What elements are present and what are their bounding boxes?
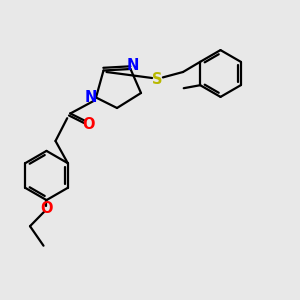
Text: N: N [126,58,139,74]
Text: O: O [82,117,95,132]
Text: N: N [84,90,97,105]
Text: S: S [152,72,163,87]
Text: O: O [40,201,53,216]
